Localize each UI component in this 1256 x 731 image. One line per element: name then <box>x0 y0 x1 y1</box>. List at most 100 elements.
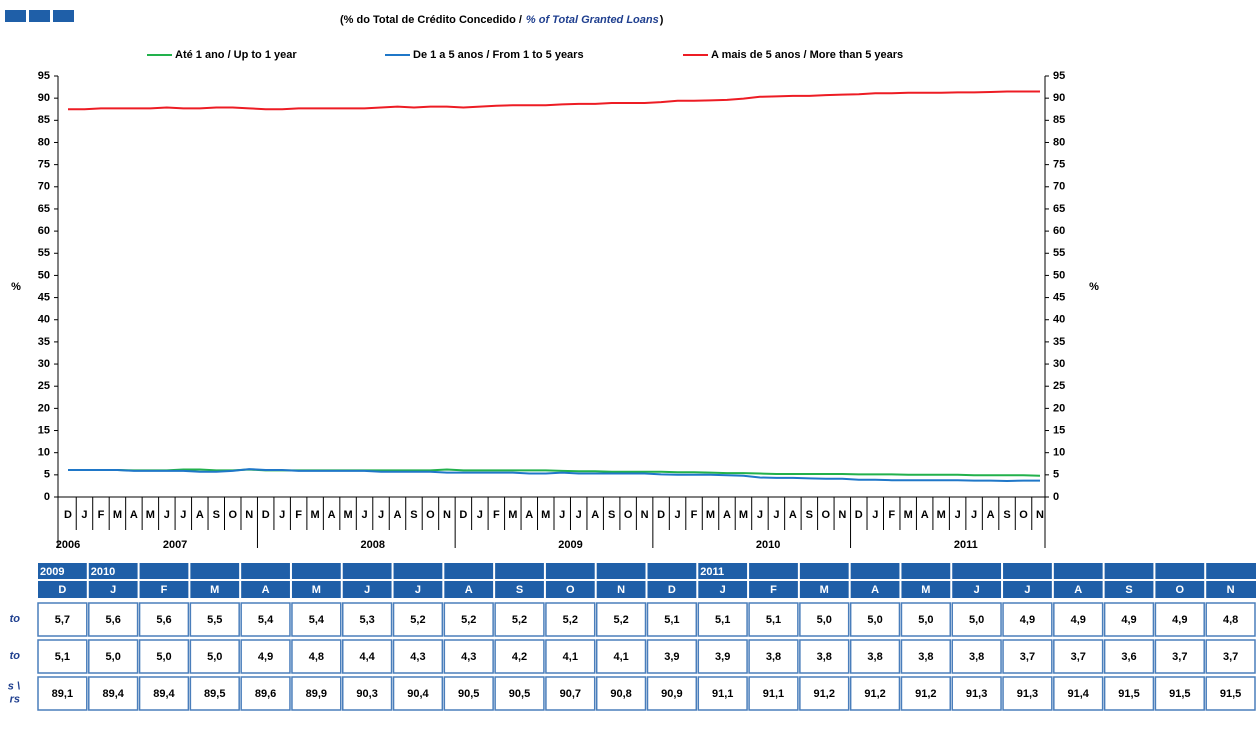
table-value: 91,4 <box>1068 688 1090 700</box>
table-cell <box>951 639 1002 674</box>
table-month: J <box>974 584 980 596</box>
x-tick-label: J <box>378 509 384 521</box>
table-value: 91,2 <box>814 688 835 700</box>
table-value: 91,2 <box>915 688 936 700</box>
table-cell <box>138 676 190 711</box>
table-month: M <box>210 584 219 596</box>
x-tick-label: O <box>228 509 237 521</box>
table-cell <box>88 676 139 711</box>
table-value: 4,9 <box>258 651 273 663</box>
table-value: 3,8 <box>969 651 984 663</box>
subtitle: (% do Total de Crédito Concedido / <box>340 14 522 26</box>
table-cell <box>392 676 444 711</box>
table-month: D <box>58 584 66 596</box>
table-month: O <box>1176 584 1185 596</box>
x-tick-label: D <box>64 509 72 521</box>
decor <box>29 10 50 22</box>
table-cell <box>189 639 240 674</box>
table-cell <box>37 602 88 637</box>
legend-label: A mais de 5 anos / More than 5 years <box>711 49 903 61</box>
subtitle: % of Total Granted Loans <box>526 14 659 26</box>
table-cell <box>1205 676 1256 711</box>
x-year-label: 2006 <box>56 539 80 551</box>
table-value: 4,4 <box>359 651 375 663</box>
x-tick-label: F <box>295 509 302 521</box>
table-cell <box>240 639 291 674</box>
table-month: M <box>312 584 321 596</box>
table-cell <box>849 676 901 711</box>
table-cell <box>88 602 139 637</box>
table-cell <box>37 676 88 711</box>
y-tick-label: 70 <box>38 181 50 193</box>
y2-tick-label: 50 <box>1053 269 1065 281</box>
table-cell <box>595 639 647 674</box>
x-tick-label: M <box>311 509 320 521</box>
y-tick-label: 45 <box>38 291 50 303</box>
table-value: 4,3 <box>410 651 425 663</box>
x-tick-label: A <box>591 509 599 521</box>
y2-axis-label: % <box>1089 281 1099 293</box>
y-tick-label: 5 <box>44 469 50 481</box>
row-label: rs <box>10 693 20 705</box>
table-cell <box>1053 676 1104 711</box>
table-value: 89,1 <box>52 688 73 700</box>
table-cell <box>1154 602 1205 637</box>
x-tick-label: S <box>213 509 220 521</box>
table-value: 90,5 <box>458 688 479 700</box>
table-cell <box>291 602 342 637</box>
x-tick-label: M <box>904 509 913 521</box>
y2-tick-label: 80 <box>1053 136 1065 148</box>
table-value: 89,4 <box>102 688 124 700</box>
y-tick-label: 20 <box>38 402 50 414</box>
table-cell <box>545 676 596 711</box>
x-tick-label: A <box>328 509 336 521</box>
table-month: M <box>820 584 829 596</box>
x-tick-label: D <box>262 509 270 521</box>
table-value: 4,9 <box>1071 614 1086 626</box>
table-cell <box>697 639 748 674</box>
table-value: 4,9 <box>1020 614 1035 626</box>
x-tick-label: M <box>508 509 517 521</box>
table-cell <box>1154 639 1205 674</box>
table-value: 90,9 <box>661 688 682 700</box>
table-cell <box>443 676 494 711</box>
x-tick-label: N <box>838 509 846 521</box>
table-month: N <box>617 584 625 596</box>
table-value: 5,5 <box>207 614 222 626</box>
table-month: D <box>668 584 676 596</box>
table-month: F <box>161 584 168 596</box>
y-tick-label: 75 <box>38 159 50 171</box>
x-tick-label: M <box>146 509 155 521</box>
y2-tick-label: 30 <box>1053 358 1065 370</box>
y2-tick-label: 45 <box>1053 291 1065 303</box>
table-value: 4,2 <box>512 651 527 663</box>
table-value: 4,3 <box>461 651 476 663</box>
table-value: 5,4 <box>309 614 325 626</box>
table-value: 91,1 <box>712 688 733 700</box>
x-tick-label: M <box>541 509 550 521</box>
table-value: 4,1 <box>613 651 628 663</box>
y2-tick-label: 40 <box>1053 314 1065 326</box>
x-tick-label: N <box>245 509 253 521</box>
table-month: J <box>415 584 421 596</box>
x-tick-label: J <box>81 509 87 521</box>
table-month: J <box>720 584 726 596</box>
table-value: 90,7 <box>560 688 581 700</box>
y-tick-label: 30 <box>38 358 50 370</box>
table-value: 3,8 <box>817 651 832 663</box>
table-value: 90,5 <box>509 688 530 700</box>
table-cell <box>1053 602 1104 637</box>
table-value: 5,7 <box>55 614 70 626</box>
table-value: 5,0 <box>969 614 984 626</box>
table-value: 3,8 <box>867 651 882 663</box>
x-tick-label: F <box>98 509 105 521</box>
table-cell <box>748 676 799 711</box>
table-month: A <box>871 584 879 596</box>
y2-tick-label: 60 <box>1053 225 1065 237</box>
table-month: N <box>1227 584 1235 596</box>
table-cell <box>392 602 444 637</box>
table-month: S <box>1125 584 1132 596</box>
y2-tick-label: 65 <box>1053 203 1065 215</box>
table-value: 5,0 <box>867 614 882 626</box>
x-tick-label: J <box>164 509 170 521</box>
